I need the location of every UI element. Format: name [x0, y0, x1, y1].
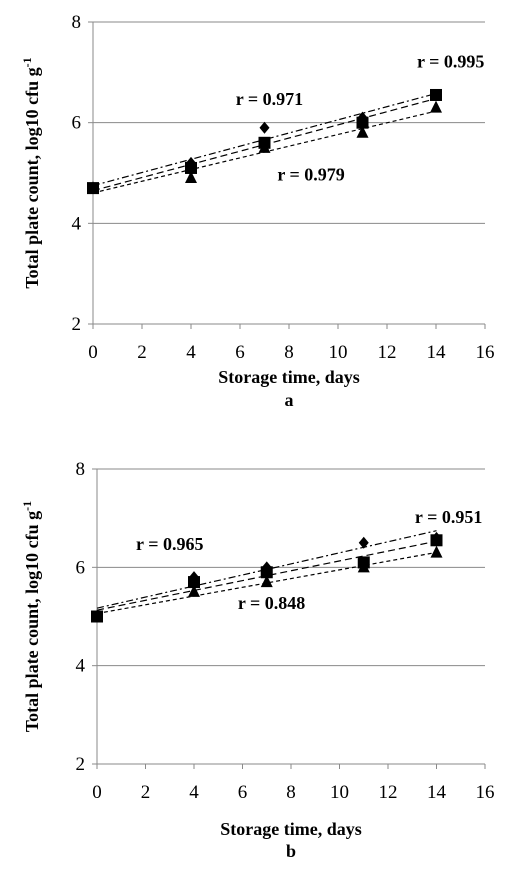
trendline-diamond: [92, 92, 437, 187]
trendline-diamond: [96, 530, 437, 609]
y-tick-label: 8: [76, 459, 86, 480]
x-tick-label: 6: [238, 782, 248, 803]
panel-label: a: [285, 390, 294, 410]
data-point-triangle: [356, 125, 369, 138]
data-point-triangle: [260, 575, 273, 588]
x-tick-label: 10: [329, 342, 348, 363]
x-tick-label: 6: [235, 342, 245, 363]
data-point-triangle: [91, 609, 103, 622]
correlation-label: r = 0.971: [236, 89, 303, 109]
data-point-square: [188, 576, 200, 589]
panel-label: b: [286, 841, 296, 861]
x-tick-label: 4: [189, 782, 199, 803]
y-tick-label: 6: [72, 113, 82, 134]
y-axis-label-superscript: -1: [20, 501, 34, 511]
x-tick-label: 12: [378, 342, 397, 363]
y-axis-label: Total plate count, log10 cfu g-1: [20, 501, 42, 732]
data-point-triangle: [430, 545, 443, 558]
x-tick-label: 2: [137, 342, 147, 363]
correlation-label: r = 0.848: [238, 593, 305, 613]
y-axis-label-superscript: -1: [20, 57, 34, 67]
data-point-triangle: [185, 171, 197, 184]
x-tick-label: 8: [284, 342, 294, 363]
y-axis-label: Total plate count, log10 cfu g-1: [20, 57, 42, 288]
correlation-label: r = 0.979: [277, 165, 344, 185]
x-tick-label: 4: [186, 342, 196, 363]
x-tick-label: 8: [286, 782, 296, 803]
data-point-square: [430, 534, 443, 547]
x-tick-label: 16: [476, 342, 495, 363]
x-tick-label: 14: [427, 342, 447, 363]
trendline-triangle: [96, 551, 437, 615]
data-point-triangle: [430, 100, 442, 113]
correlation-label: r = 0.965: [136, 534, 203, 554]
y-tick-label: 6: [76, 557, 86, 578]
y-tick-label: 8: [72, 12, 82, 33]
y-tick-label: 2: [76, 754, 86, 775]
trendline-square: [96, 540, 437, 611]
data-point-diamond: [259, 121, 270, 134]
y-tick-label: 4: [72, 213, 82, 234]
data-point-square: [185, 161, 197, 174]
x-tick-label: 2: [141, 782, 151, 803]
x-tick-label: 0: [92, 782, 102, 803]
data-point-diamond: [358, 536, 369, 549]
data-point-triangle: [357, 560, 370, 573]
correlation-label: r = 0.951: [415, 507, 482, 527]
x-tick-label: 0: [88, 342, 98, 363]
y-tick-label: 2: [72, 314, 82, 335]
data-point-triangle: [188, 584, 200, 597]
data-point-square: [356, 116, 369, 129]
data-point-square: [260, 566, 273, 579]
data-point-square: [430, 88, 442, 101]
x-tick-label: 14: [427, 782, 447, 803]
x-tick-label: 16: [476, 782, 495, 803]
x-tick-label: 10: [330, 782, 349, 803]
correlation-label: r = 0.995: [417, 51, 484, 71]
y-tick-label: 4: [76, 656, 86, 677]
data-point-triangle: [258, 140, 271, 153]
data-point-triangle: [87, 181, 99, 194]
x-tick-label: 12: [379, 782, 398, 803]
x-axis-label: Storage time, days: [220, 819, 361, 839]
x-axis-label: Storage time, days: [218, 367, 359, 387]
